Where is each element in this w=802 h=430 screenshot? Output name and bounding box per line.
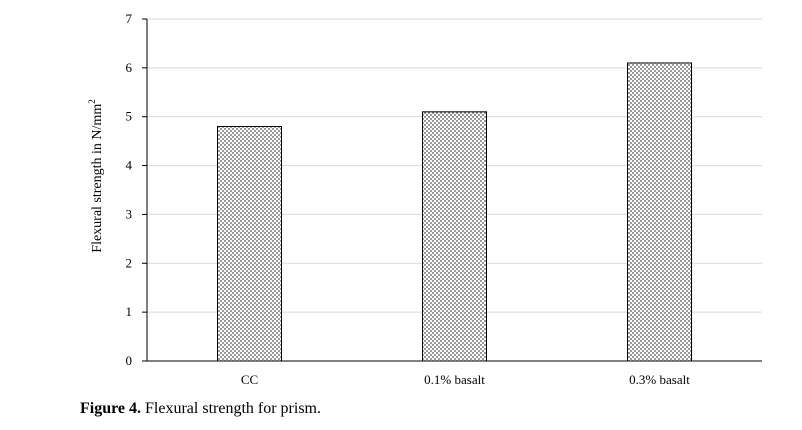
figure-caption-label: Figure 4. bbox=[80, 400, 142, 417]
figure-caption-text: Flexural strength for prism. bbox=[141, 400, 321, 417]
x-tick-label: 0.3% basalt bbox=[629, 372, 690, 387]
y-axis-label: Flexural strength in N/mm2 bbox=[87, 99, 105, 252]
y-tick-label: 1 bbox=[126, 304, 133, 319]
figure-caption: Figure 4. Flexural strength for prism. bbox=[80, 400, 321, 418]
bar bbox=[422, 111, 487, 362]
y-tick-label: 2 bbox=[126, 255, 133, 270]
x-tick-label: 0.1% basalt bbox=[424, 372, 485, 387]
x-tick-label: CC bbox=[241, 372, 258, 387]
bar bbox=[627, 62, 692, 362]
y-tick-label: 4 bbox=[126, 158, 133, 173]
bar-chart-svg: 0 1 2 3 4 5 6 7 CC 0.1% basalt 0.3% basalt Flexura… bbox=[87, 11, 762, 387]
y-axis-label-superscript: 2 bbox=[87, 99, 97, 104]
y-tick-label: 6 bbox=[126, 60, 133, 75]
y-tick-label: 5 bbox=[126, 109, 133, 124]
bars bbox=[217, 62, 692, 362]
axes bbox=[142, 18, 762, 362]
labels: 0 1 2 3 4 5 6 7 CC 0.1% basalt 0.3% basalt bbox=[126, 11, 691, 387]
y-tick-label: 0 bbox=[126, 353, 133, 368]
y-tick-label: 3 bbox=[126, 206, 133, 221]
y-axis-label-main: Flexural strength in N/mm bbox=[90, 104, 105, 253]
chart: 0 1 2 3 4 5 6 7 CC 0.1% basalt 0.3% basalt Flexura… bbox=[87, 11, 762, 387]
bar bbox=[217, 125, 282, 362]
y-tick-label: 7 bbox=[126, 11, 133, 26]
